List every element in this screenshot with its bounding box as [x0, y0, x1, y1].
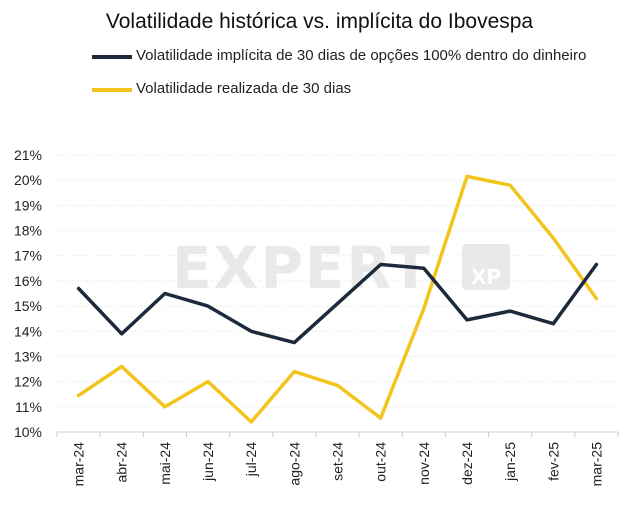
y-tick-label: 10% — [14, 424, 42, 440]
legend: Volatilidade implícita de 30 dias de opç… — [92, 46, 612, 112]
y-tick-label: 20% — [14, 172, 42, 188]
y-tick-label: 18% — [14, 223, 42, 239]
y-tick-label: 11% — [15, 399, 42, 415]
x-tick-label: fev-25 — [545, 442, 561, 481]
x-tick-label: jul-24 — [243, 442, 259, 477]
y-tick-label: 16% — [14, 273, 42, 289]
x-tick-label: jun-24 — [200, 442, 216, 482]
y-tick-label: 21% — [14, 147, 42, 163]
legend-item-realized: Volatilidade realizada de 30 dias — [92, 79, 612, 98]
x-tick-label: nov-24 — [416, 442, 432, 485]
series-lines — [76, 174, 599, 424]
y-tick-label: 12% — [14, 374, 42, 390]
watermark: EXPERT XP — [172, 234, 510, 302]
x-tick-label: set-24 — [330, 442, 346, 481]
legend-label-realized: Volatilidade realizada de 30 dias — [136, 80, 352, 97]
watermark-badge-text: XP — [471, 265, 501, 289]
y-tick-label: 19% — [14, 197, 42, 213]
axes: 10% 11% 12% 13% 14% 15% 16% 17% 18% 19% 20% 21% mar-… — [14, 147, 619, 487]
y-tick-label: 14% — [14, 323, 42, 339]
x-tick-label: mai-24 — [157, 442, 173, 485]
x-tick-label: ago-24 — [286, 442, 302, 486]
x-tick-label: jan-25 — [502, 442, 518, 482]
x-tick-label: abr-24 — [114, 442, 130, 483]
x-tick-label: out-24 — [373, 442, 389, 482]
watermark-text: EXPERT — [172, 234, 432, 302]
legend-swatch-implied — [92, 55, 132, 59]
x-tick-label: dez-24 — [459, 442, 475, 485]
chart-title: Volatilidade histórica vs. implícita do … — [105, 10, 534, 33]
legend-swatch-realized — [92, 88, 132, 92]
y-tick-label: 15% — [14, 298, 42, 314]
y-tick-label: 13% — [14, 348, 42, 364]
series-line-implied — [76, 262, 599, 345]
y-tick-label: 17% — [14, 248, 42, 264]
legend-label-implied: Volatilidade implícita de 30 dias de opç… — [136, 47, 587, 64]
x-tick-label: mar-24 — [71, 442, 87, 487]
legend-item-implied: Volatilidade implícita de 30 dias de opç… — [92, 46, 612, 65]
x-tick-label: mar-25 — [588, 442, 604, 487]
series-line-realized — [76, 174, 599, 424]
